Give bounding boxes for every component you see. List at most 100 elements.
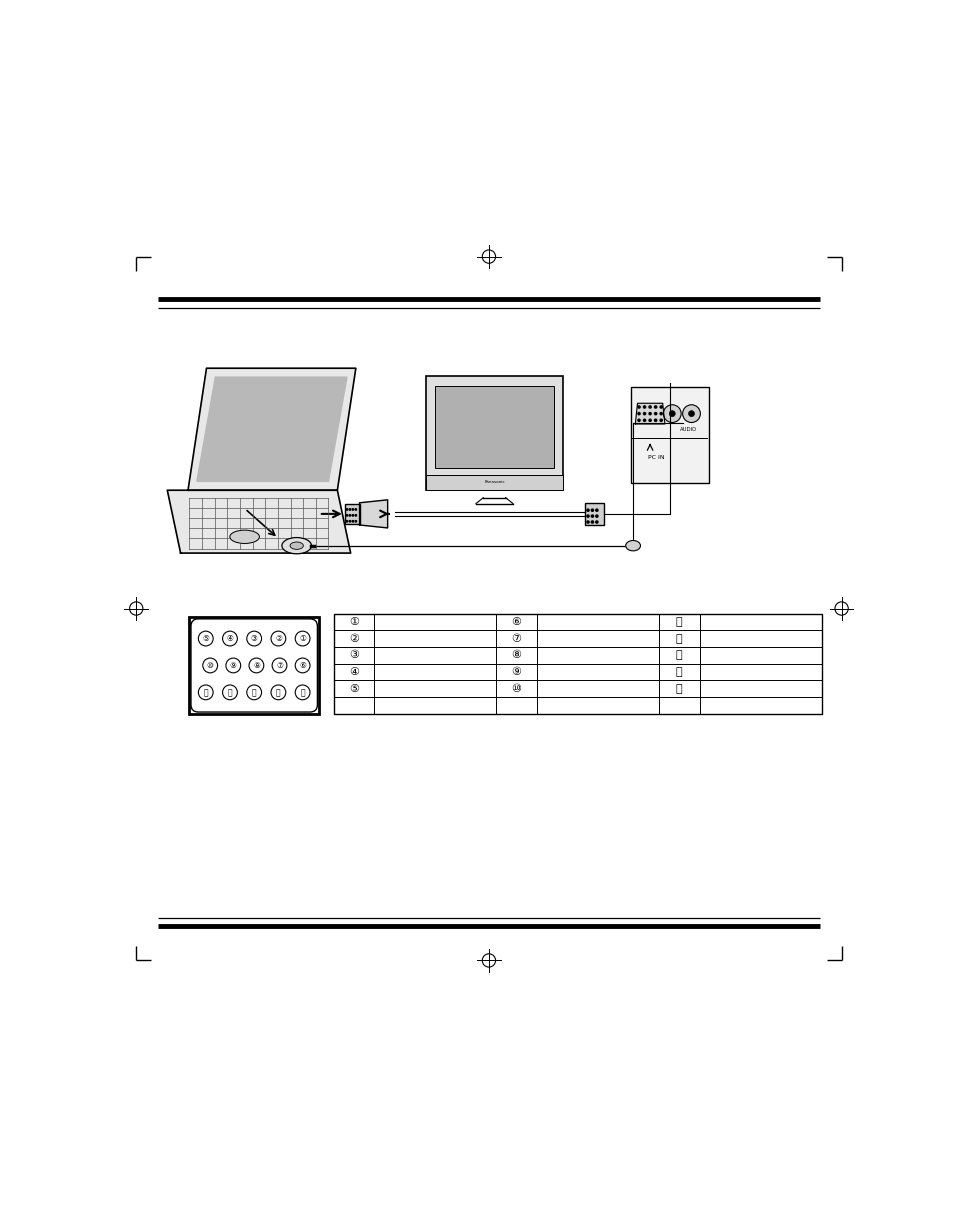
- Ellipse shape: [625, 541, 639, 551]
- Text: AUDIO: AUDIO: [679, 427, 697, 431]
- Circle shape: [642, 412, 645, 415]
- Circle shape: [638, 406, 639, 408]
- Ellipse shape: [290, 542, 303, 549]
- Circle shape: [659, 406, 661, 408]
- Text: ②: ②: [349, 634, 358, 643]
- Circle shape: [638, 419, 639, 422]
- Text: PC IN: PC IN: [648, 455, 664, 460]
- Circle shape: [349, 509, 351, 510]
- Circle shape: [294, 631, 310, 646]
- Circle shape: [659, 412, 661, 415]
- Text: ④: ④: [226, 634, 233, 643]
- Text: ⑧: ⑧: [511, 651, 521, 660]
- Circle shape: [669, 411, 675, 417]
- Polygon shape: [188, 369, 355, 490]
- Circle shape: [659, 419, 661, 422]
- Ellipse shape: [230, 530, 259, 543]
- Text: ⑫: ⑫: [275, 688, 280, 696]
- Text: ⑭: ⑭: [228, 688, 232, 696]
- Text: ⑮: ⑮: [203, 688, 208, 696]
- Circle shape: [648, 406, 651, 408]
- Text: ⑤: ⑤: [349, 683, 358, 694]
- Circle shape: [591, 509, 593, 511]
- Text: ⑨: ⑨: [230, 662, 236, 670]
- Circle shape: [688, 411, 694, 417]
- Circle shape: [595, 515, 598, 517]
- Circle shape: [226, 658, 240, 672]
- Circle shape: [222, 631, 237, 646]
- Circle shape: [294, 684, 310, 700]
- Polygon shape: [196, 377, 347, 481]
- Text: ⑪: ⑪: [676, 617, 682, 627]
- Circle shape: [595, 509, 598, 511]
- Circle shape: [247, 631, 261, 646]
- Circle shape: [352, 515, 354, 516]
- Circle shape: [591, 521, 593, 523]
- Text: ⑭: ⑭: [676, 666, 682, 677]
- Bar: [435, 386, 554, 468]
- Text: ①: ①: [349, 617, 358, 627]
- Text: ⑧: ⑧: [253, 662, 259, 670]
- Text: ③: ③: [349, 651, 358, 660]
- Circle shape: [586, 515, 589, 517]
- Circle shape: [271, 631, 286, 646]
- Circle shape: [222, 684, 237, 700]
- Text: ①: ①: [299, 634, 306, 643]
- Text: ⑫: ⑫: [676, 634, 682, 643]
- Text: ⑩: ⑩: [207, 662, 213, 670]
- Polygon shape: [359, 500, 387, 528]
- Circle shape: [198, 631, 213, 646]
- Text: ⑨: ⑨: [511, 666, 521, 677]
- Text: ②: ②: [274, 634, 281, 643]
- Bar: [426, 376, 562, 490]
- Text: ③: ③: [251, 634, 257, 643]
- Circle shape: [198, 684, 213, 700]
- FancyBboxPatch shape: [190, 617, 318, 713]
- Circle shape: [654, 419, 656, 422]
- Circle shape: [638, 412, 639, 415]
- Text: ⑦: ⑦: [275, 662, 283, 670]
- Text: Panasonic: Panasonic: [484, 481, 504, 484]
- Bar: [426, 476, 562, 490]
- Circle shape: [586, 509, 589, 511]
- Circle shape: [591, 515, 593, 517]
- Circle shape: [586, 521, 589, 523]
- Text: ⑦: ⑦: [511, 634, 521, 643]
- Circle shape: [654, 406, 656, 408]
- Bar: [584, 502, 603, 525]
- Bar: [344, 504, 359, 524]
- Polygon shape: [167, 490, 351, 553]
- Text: ⑩: ⑩: [511, 683, 521, 694]
- Circle shape: [355, 515, 356, 516]
- Bar: [334, 613, 821, 713]
- Text: ⑬: ⑬: [676, 651, 682, 660]
- Text: ⑥: ⑥: [511, 617, 521, 627]
- Circle shape: [346, 509, 347, 510]
- Circle shape: [682, 405, 700, 423]
- Circle shape: [203, 658, 217, 672]
- Circle shape: [349, 515, 351, 516]
- Circle shape: [349, 521, 351, 522]
- Circle shape: [648, 412, 651, 415]
- Circle shape: [247, 684, 261, 700]
- Circle shape: [642, 406, 645, 408]
- Circle shape: [355, 521, 356, 522]
- Polygon shape: [635, 404, 664, 424]
- Text: ⑥: ⑥: [299, 662, 306, 670]
- Circle shape: [249, 658, 264, 672]
- Bar: [630, 387, 708, 483]
- Circle shape: [352, 521, 354, 522]
- Circle shape: [271, 684, 286, 700]
- Circle shape: [352, 509, 354, 510]
- Circle shape: [346, 521, 347, 522]
- Text: ④: ④: [349, 666, 358, 677]
- Circle shape: [595, 521, 598, 523]
- Text: ⑮: ⑮: [676, 683, 682, 694]
- Text: ⑪: ⑪: [300, 688, 305, 696]
- Circle shape: [272, 658, 287, 672]
- Circle shape: [346, 515, 347, 516]
- Text: ⑬: ⑬: [252, 688, 256, 696]
- Circle shape: [642, 419, 645, 422]
- Circle shape: [355, 509, 356, 510]
- Circle shape: [654, 412, 656, 415]
